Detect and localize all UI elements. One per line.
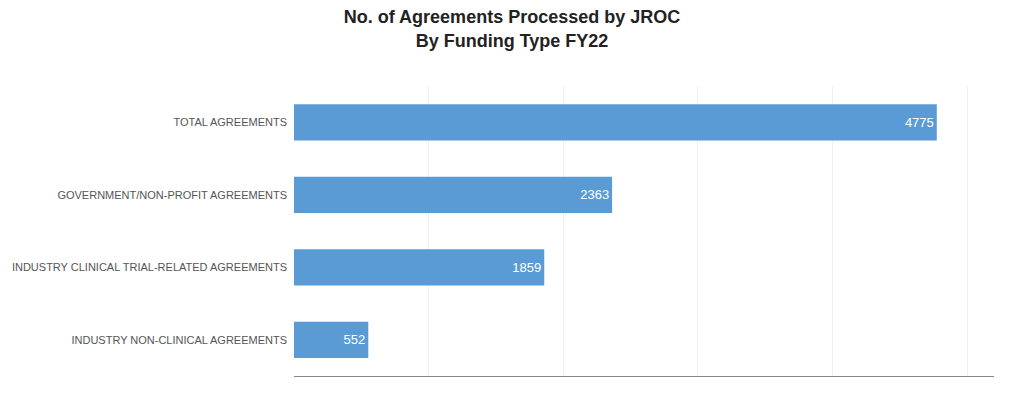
svg-text:2363: 2363 bbox=[580, 187, 609, 202]
svg-text:INDUSTRY CLINICAL TRIAL-RELATE: INDUSTRY CLINICAL TRIAL-RELATED AGREEMEN… bbox=[12, 261, 287, 273]
svg-text:TOTAL AGREEMENTS: TOTAL AGREEMENTS bbox=[174, 116, 288, 128]
svg-text:GOVERNMENT/NON-PROFIT AGREEMEN: GOVERNMENT/NON-PROFIT AGREEMENTS bbox=[57, 189, 287, 201]
svg-text:4775: 4775 bbox=[905, 115, 934, 130]
svg-text:INDUSTRY NON-CLINICAL AGREEMEN: INDUSTRY NON-CLINICAL AGREEMENTS bbox=[71, 334, 287, 346]
svg-text:552: 552 bbox=[344, 332, 366, 347]
svg-text:1859: 1859 bbox=[512, 260, 541, 275]
svg-text:No. of Agreements Processed by: No. of Agreements Processed by JROCBy Fu… bbox=[344, 7, 680, 50]
